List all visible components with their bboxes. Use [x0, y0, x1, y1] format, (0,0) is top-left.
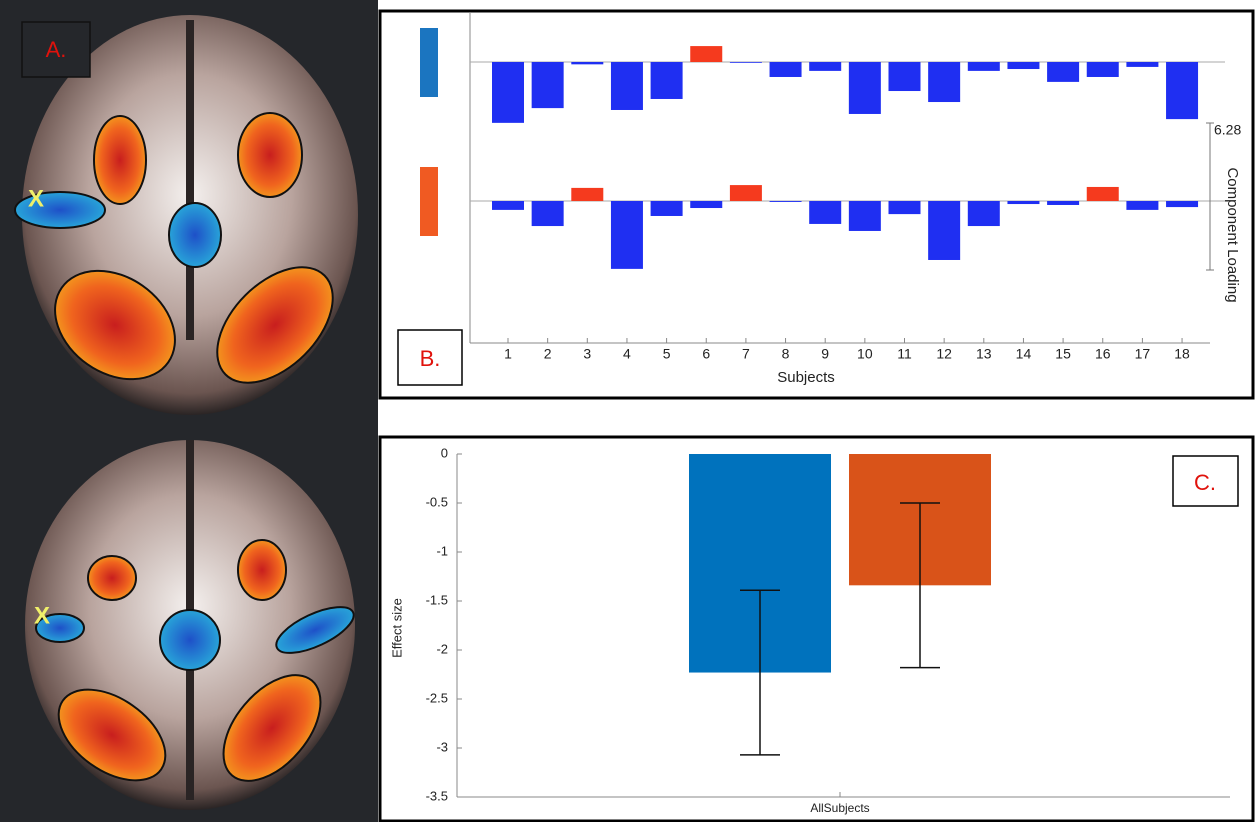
x-tick-label: 12: [936, 346, 952, 362]
bar: [968, 62, 1000, 71]
panel-label: A.: [46, 37, 67, 62]
x-tick-label: 10: [857, 346, 873, 362]
bar: [1126, 62, 1158, 67]
page: {"brain_panel": {"label": "A.", "markers…: [0, 0, 1255, 822]
x-tick-label: 1: [504, 346, 512, 362]
bar: [889, 62, 921, 91]
bar: [532, 62, 564, 108]
x-tick-label: 2: [544, 346, 552, 362]
y-tick-label: -3.5: [426, 788, 448, 803]
x-tick-label: 8: [782, 346, 790, 362]
activation-blob: [238, 540, 286, 600]
x-tick-label: 9: [821, 346, 829, 362]
activation-blob: [169, 203, 221, 267]
x-tick-label: 4: [623, 346, 631, 362]
midline: [186, 20, 194, 340]
bar: [770, 62, 802, 77]
bar: [1166, 62, 1198, 119]
x-axis-label: Subjects: [777, 369, 835, 386]
activation-blob: [88, 556, 136, 600]
bar: [492, 62, 524, 123]
bar: [1007, 201, 1039, 204]
y-tick-label: -2: [436, 641, 448, 656]
bar: [690, 46, 722, 62]
bar: [611, 201, 643, 269]
x-tick-label: 11: [897, 346, 912, 362]
bar: [730, 62, 762, 63]
bar: [651, 62, 683, 99]
x-tick-label: 17: [1135, 346, 1151, 362]
bar: [1166, 201, 1198, 207]
bar: [690, 201, 722, 208]
x-tick-label: 14: [1016, 346, 1032, 362]
x-tick-label: 15: [1055, 346, 1071, 362]
figure: X X A. 123456789101112131415161718Subjec…: [0, 0, 1255, 822]
legend-swatch: [420, 28, 438, 97]
bar: [532, 201, 564, 226]
bar: [1047, 201, 1079, 205]
bar: [1007, 62, 1039, 69]
brain-panel: X X A.: [0, 0, 378, 822]
activation-blob: [238, 113, 302, 197]
x-tick-label: 3: [583, 346, 591, 362]
x-tick-label: 16: [1095, 346, 1111, 362]
bar: [730, 185, 762, 201]
y-tick-label: -1.5: [426, 592, 448, 607]
bar: [611, 62, 643, 110]
bar: [492, 201, 524, 210]
bar: [1087, 187, 1119, 201]
bar: [770, 201, 802, 202]
bar: [849, 201, 881, 231]
marker: X: [28, 185, 44, 212]
bar: [1047, 62, 1079, 82]
bar: [651, 201, 683, 216]
panel-label: C.: [1194, 470, 1216, 495]
y-tick-label: 0: [441, 445, 448, 460]
x-tick-label: 7: [742, 346, 750, 362]
y-axis-label: Component Loading: [1224, 167, 1241, 302]
scale-bar-label: 6.28: [1214, 122, 1241, 138]
bar: [889, 201, 921, 214]
panel-label: B.: [420, 346, 441, 371]
bar: [968, 201, 1000, 226]
x-tick-label: 13: [976, 346, 992, 362]
bar: [571, 188, 603, 201]
bar: [809, 62, 841, 71]
bar: [849, 62, 881, 114]
x-tick-label: 18: [1174, 346, 1190, 362]
y-axis-label: Effect size: [389, 598, 404, 658]
y-tick-label: -0.5: [426, 494, 448, 509]
x-tick-label: 6: [702, 346, 710, 362]
activation-blob: [94, 116, 146, 204]
bar: [928, 62, 960, 102]
legend-swatch: [420, 167, 438, 236]
bar: [571, 62, 603, 64]
y-tick-label: -3: [436, 739, 448, 754]
bar: [1087, 62, 1119, 77]
x-tick-label: 5: [663, 346, 671, 362]
bar: [928, 201, 960, 260]
y-tick-label: -1: [436, 543, 448, 558]
marker: X: [34, 602, 50, 629]
y-tick-label: -2.5: [426, 690, 448, 705]
bar: [1126, 201, 1158, 210]
x-tick-label: AllSubjects: [810, 801, 869, 815]
activation-blob: [160, 610, 220, 670]
bar: [809, 201, 841, 224]
